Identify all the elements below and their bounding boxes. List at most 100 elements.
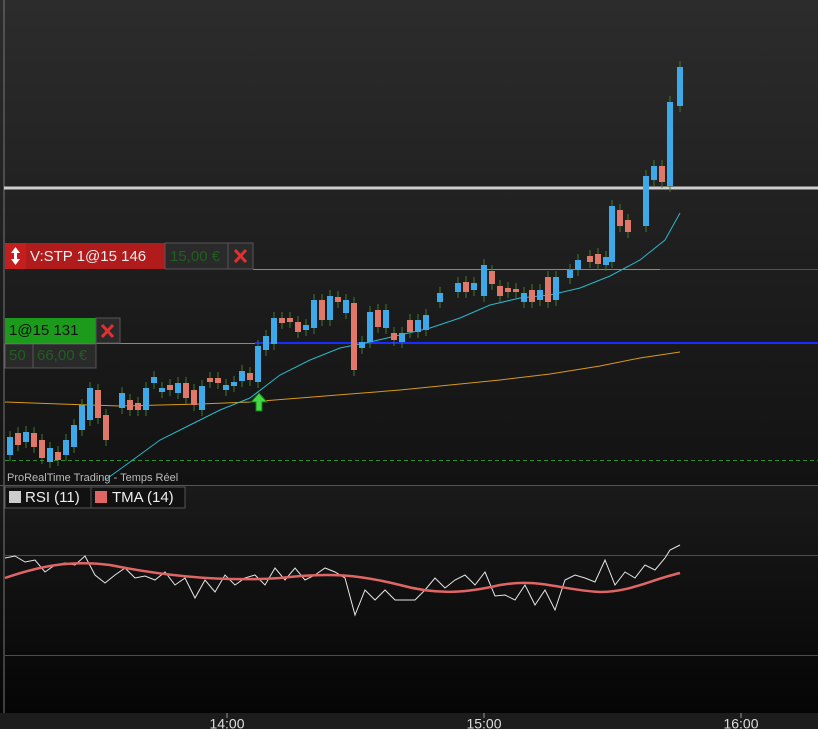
rsi-line <box>4 544 681 617</box>
candle-body <box>625 220 631 232</box>
legend-label: TMA (14) <box>112 489 174 506</box>
time-label: 14:00 <box>209 716 244 729</box>
candle-body <box>481 265 487 296</box>
candle-body <box>407 320 413 332</box>
candle-body <box>553 277 559 300</box>
candle-body <box>15 433 21 445</box>
candle-body <box>383 310 389 328</box>
candle-body <box>87 388 93 420</box>
source-label: ProRealTime Trading - Temps Réel <box>7 472 178 484</box>
candle-body <box>135 403 141 410</box>
candle-body <box>199 386 205 410</box>
candle-body <box>367 312 373 342</box>
candle-body <box>247 373 253 380</box>
limit-quantity: 50 <box>9 347 26 364</box>
candle-body <box>537 290 543 300</box>
candle-body <box>659 166 665 182</box>
candle-body <box>103 415 109 440</box>
candle-body <box>335 297 341 302</box>
candle-body <box>95 390 101 418</box>
candle-body <box>143 388 149 410</box>
candle-body <box>471 283 477 290</box>
cancel-icon <box>233 248 248 264</box>
candle-body <box>375 310 381 327</box>
candle-body <box>239 371 245 381</box>
candle-body <box>263 336 269 350</box>
candle-body <box>119 393 125 408</box>
candle-body <box>23 432 29 442</box>
candle-body <box>175 383 181 393</box>
candle-body <box>391 333 397 340</box>
candle-body <box>295 322 301 332</box>
candle-body <box>505 288 511 292</box>
candle-body <box>415 320 421 332</box>
candle-body <box>651 166 657 180</box>
legend-tma[interactable] <box>90 486 186 509</box>
price-panel <box>0 0 818 485</box>
candle-body <box>47 448 53 462</box>
candle-body <box>279 318 285 323</box>
candle-body <box>151 377 157 383</box>
candle-body <box>437 293 443 302</box>
candle-body <box>71 425 77 447</box>
candle-body <box>603 257 609 265</box>
time-label: 15:00 <box>466 716 501 729</box>
slow-average <box>4 351 681 407</box>
candle-body <box>529 290 535 302</box>
candle-body <box>327 296 333 320</box>
candle-body <box>399 333 405 342</box>
candle-body <box>303 325 309 330</box>
candle-body <box>667 102 673 186</box>
candle-body <box>575 260 581 270</box>
candle-body <box>343 300 349 313</box>
candle-body <box>359 342 365 348</box>
candle-body <box>595 254 601 264</box>
legend-label: RSI (11) <box>25 489 80 506</box>
candle-body <box>79 405 85 430</box>
limit-label-box[interactable] <box>5 318 96 343</box>
move-icon <box>11 247 20 265</box>
limit-amount: 66,00 € <box>37 347 88 364</box>
buy-arrow <box>249 392 269 412</box>
candle-body <box>319 300 325 320</box>
time-axis-bg <box>0 713 818 729</box>
candle-body <box>311 300 317 328</box>
candle-body <box>7 437 13 455</box>
tma-line <box>4 562 681 594</box>
candle-body <box>545 277 551 302</box>
stop-label-box[interactable] <box>26 243 165 269</box>
candle-body <box>63 440 69 455</box>
legend-swatch <box>9 491 21 503</box>
limit-label: 1@15 131 <box>9 322 78 339</box>
candle-body <box>231 382 237 386</box>
candle-body <box>287 318 293 322</box>
candle-body <box>159 388 165 392</box>
candle-body <box>567 270 573 278</box>
candle-body <box>463 282 469 292</box>
candle-body <box>223 385 229 390</box>
candle-body <box>191 390 197 405</box>
limit-quantity-box <box>4 343 34 369</box>
candle-body <box>643 176 649 226</box>
candle-body <box>617 210 623 226</box>
legend-swatch <box>95 491 107 503</box>
candle-body <box>609 206 615 262</box>
limit-cancel[interactable] <box>95 317 121 344</box>
time-label: 16:00 <box>723 716 758 729</box>
candle-body <box>127 400 133 410</box>
candle-body <box>183 383 189 398</box>
candle-body <box>423 315 429 330</box>
candle-body <box>31 433 37 447</box>
candle-body <box>521 293 527 302</box>
candle-body <box>513 289 519 292</box>
candle-body <box>271 318 277 344</box>
candle-body <box>351 303 357 370</box>
candle-body <box>677 67 683 106</box>
cancel-icon <box>100 323 115 339</box>
candle-body <box>207 378 213 382</box>
candles <box>7 61 683 468</box>
limit-amount-box <box>32 343 97 369</box>
candle-body <box>587 256 593 262</box>
